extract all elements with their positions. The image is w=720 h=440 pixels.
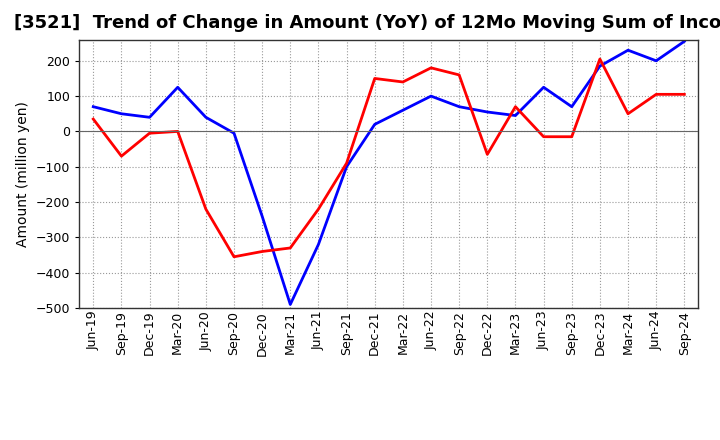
Net Income xyxy=(117,154,126,159)
Ordinary Income xyxy=(145,115,154,120)
Ordinary Income xyxy=(483,110,492,115)
Net Income xyxy=(567,134,576,139)
Ordinary Income xyxy=(230,131,238,136)
Ordinary Income xyxy=(455,104,464,109)
Net Income xyxy=(652,92,660,97)
Net Income xyxy=(624,111,632,117)
Ordinary Income xyxy=(399,108,408,113)
Net Income xyxy=(202,206,210,212)
Ordinary Income xyxy=(174,84,182,90)
Net Income xyxy=(258,249,266,254)
Ordinary Income xyxy=(427,93,436,99)
Net Income xyxy=(286,246,294,251)
Net Income xyxy=(145,131,154,136)
Net Income xyxy=(483,152,492,157)
Net Income xyxy=(314,206,323,212)
Ordinary Income xyxy=(314,242,323,247)
Ordinary Income xyxy=(511,113,520,118)
Net Income xyxy=(89,117,98,122)
Line: Net Income: Net Income xyxy=(94,59,684,257)
Net Income xyxy=(399,79,408,84)
Title: [3521]  Trend of Change in Amount (YoY) of 12Mo Moving Sum of Incomes: [3521] Trend of Change in Amount (YoY) o… xyxy=(14,15,720,33)
Net Income xyxy=(539,134,548,139)
Ordinary Income xyxy=(342,164,351,169)
Net Income xyxy=(174,129,182,134)
Net Income xyxy=(511,104,520,109)
Net Income xyxy=(455,72,464,77)
Ordinary Income xyxy=(286,302,294,307)
Ordinary Income xyxy=(567,104,576,109)
Y-axis label: Amount (million yen): Amount (million yen) xyxy=(16,101,30,247)
Ordinary Income xyxy=(89,104,98,109)
Ordinary Income xyxy=(652,58,660,63)
Ordinary Income xyxy=(202,115,210,120)
Ordinary Income xyxy=(595,63,604,69)
Ordinary Income xyxy=(370,122,379,127)
Net Income xyxy=(680,92,688,97)
Net Income xyxy=(427,65,436,70)
Line: Ordinary Income: Ordinary Income xyxy=(94,41,684,304)
Net Income xyxy=(342,161,351,166)
Ordinary Income xyxy=(117,111,126,117)
Ordinary Income xyxy=(624,48,632,53)
Net Income xyxy=(595,56,604,62)
Net Income xyxy=(230,254,238,260)
Net Income xyxy=(370,76,379,81)
Ordinary Income xyxy=(258,213,266,219)
Ordinary Income xyxy=(680,39,688,44)
Ordinary Income xyxy=(539,84,548,90)
